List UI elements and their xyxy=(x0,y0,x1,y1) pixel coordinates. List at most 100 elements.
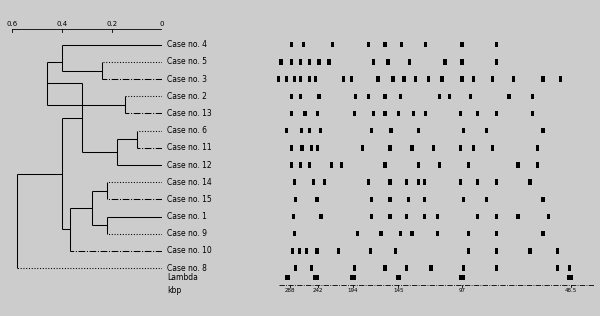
Bar xyxy=(388,145,392,151)
Bar xyxy=(459,275,465,280)
Bar xyxy=(408,59,412,65)
Bar xyxy=(491,145,494,151)
Bar xyxy=(310,145,313,151)
Bar xyxy=(388,197,392,202)
Bar xyxy=(494,231,498,236)
Bar xyxy=(424,42,427,47)
Bar xyxy=(383,42,386,47)
Bar xyxy=(494,59,498,65)
Bar xyxy=(308,162,311,168)
Bar xyxy=(361,145,364,151)
Bar xyxy=(353,265,356,271)
Bar xyxy=(372,111,375,116)
Bar xyxy=(290,111,293,116)
Bar xyxy=(443,59,446,65)
Bar xyxy=(328,59,331,65)
Bar xyxy=(448,94,451,99)
Bar xyxy=(293,179,296,185)
Bar xyxy=(329,162,333,168)
Bar xyxy=(356,231,359,236)
Bar xyxy=(284,275,290,280)
Text: Case no. 15: Case no. 15 xyxy=(167,195,212,204)
Bar xyxy=(399,231,403,236)
Bar xyxy=(436,214,439,219)
Bar xyxy=(430,265,433,271)
Bar xyxy=(517,162,520,168)
Bar xyxy=(316,145,319,151)
Bar xyxy=(292,214,295,219)
Bar xyxy=(531,111,534,116)
Bar xyxy=(432,145,436,151)
Text: Case no. 13: Case no. 13 xyxy=(167,109,212,118)
Text: 48.5: 48.5 xyxy=(565,289,577,293)
Bar xyxy=(404,179,408,185)
Bar xyxy=(404,214,408,219)
Bar xyxy=(383,162,386,168)
Bar xyxy=(437,94,441,99)
Text: 0: 0 xyxy=(160,21,164,27)
Bar xyxy=(290,145,293,151)
Bar xyxy=(414,76,418,82)
Bar xyxy=(485,197,488,202)
Text: Case no. 9: Case no. 9 xyxy=(167,229,207,238)
Bar xyxy=(491,76,494,82)
Text: Lambda: Lambda xyxy=(167,273,198,282)
Bar xyxy=(458,179,462,185)
Bar xyxy=(476,111,479,116)
Bar xyxy=(314,76,317,82)
Bar xyxy=(476,214,479,219)
Text: Case no. 5: Case no. 5 xyxy=(167,58,207,66)
Text: 97: 97 xyxy=(458,289,466,293)
Bar xyxy=(353,111,356,116)
Bar xyxy=(388,214,392,219)
Bar xyxy=(370,128,373,133)
Bar xyxy=(293,76,296,82)
Bar xyxy=(460,59,464,65)
Bar xyxy=(376,76,380,82)
Bar xyxy=(403,76,406,82)
Bar xyxy=(386,59,389,65)
Bar xyxy=(290,162,293,168)
Bar xyxy=(494,248,498,254)
Bar xyxy=(541,76,545,82)
Bar xyxy=(388,179,392,185)
Bar xyxy=(467,248,470,254)
Bar xyxy=(460,42,464,47)
Text: Case no. 10: Case no. 10 xyxy=(167,246,212,255)
Bar xyxy=(529,248,532,254)
Bar xyxy=(302,42,305,47)
Bar xyxy=(467,231,470,236)
Bar xyxy=(423,214,426,219)
Bar xyxy=(469,94,472,99)
Text: Case no. 12: Case no. 12 xyxy=(167,161,212,169)
Bar xyxy=(316,111,319,116)
Text: 242: 242 xyxy=(313,289,323,293)
Bar xyxy=(507,94,511,99)
Bar xyxy=(340,162,343,168)
Bar xyxy=(319,128,322,133)
Bar xyxy=(383,265,386,271)
Text: Case no. 1: Case no. 1 xyxy=(167,212,207,221)
Bar xyxy=(299,162,302,168)
Text: Case no. 11: Case no. 11 xyxy=(167,143,212,152)
Bar xyxy=(397,111,400,116)
Text: Case no. 4: Case no. 4 xyxy=(167,40,207,49)
Bar xyxy=(559,76,562,82)
Bar xyxy=(301,145,304,151)
Bar xyxy=(294,197,298,202)
Bar xyxy=(494,179,498,185)
Bar xyxy=(407,197,410,202)
Bar xyxy=(531,94,534,99)
Bar xyxy=(423,179,426,185)
Bar xyxy=(462,265,465,271)
Bar xyxy=(394,248,397,254)
Bar xyxy=(400,42,403,47)
Bar xyxy=(383,94,386,99)
Bar xyxy=(541,197,545,202)
Text: Case no. 8: Case no. 8 xyxy=(167,264,207,273)
Bar xyxy=(404,265,408,271)
Bar xyxy=(494,42,498,47)
Bar xyxy=(440,76,444,82)
Text: Case no. 6: Case no. 6 xyxy=(167,126,207,135)
Bar xyxy=(416,179,420,185)
